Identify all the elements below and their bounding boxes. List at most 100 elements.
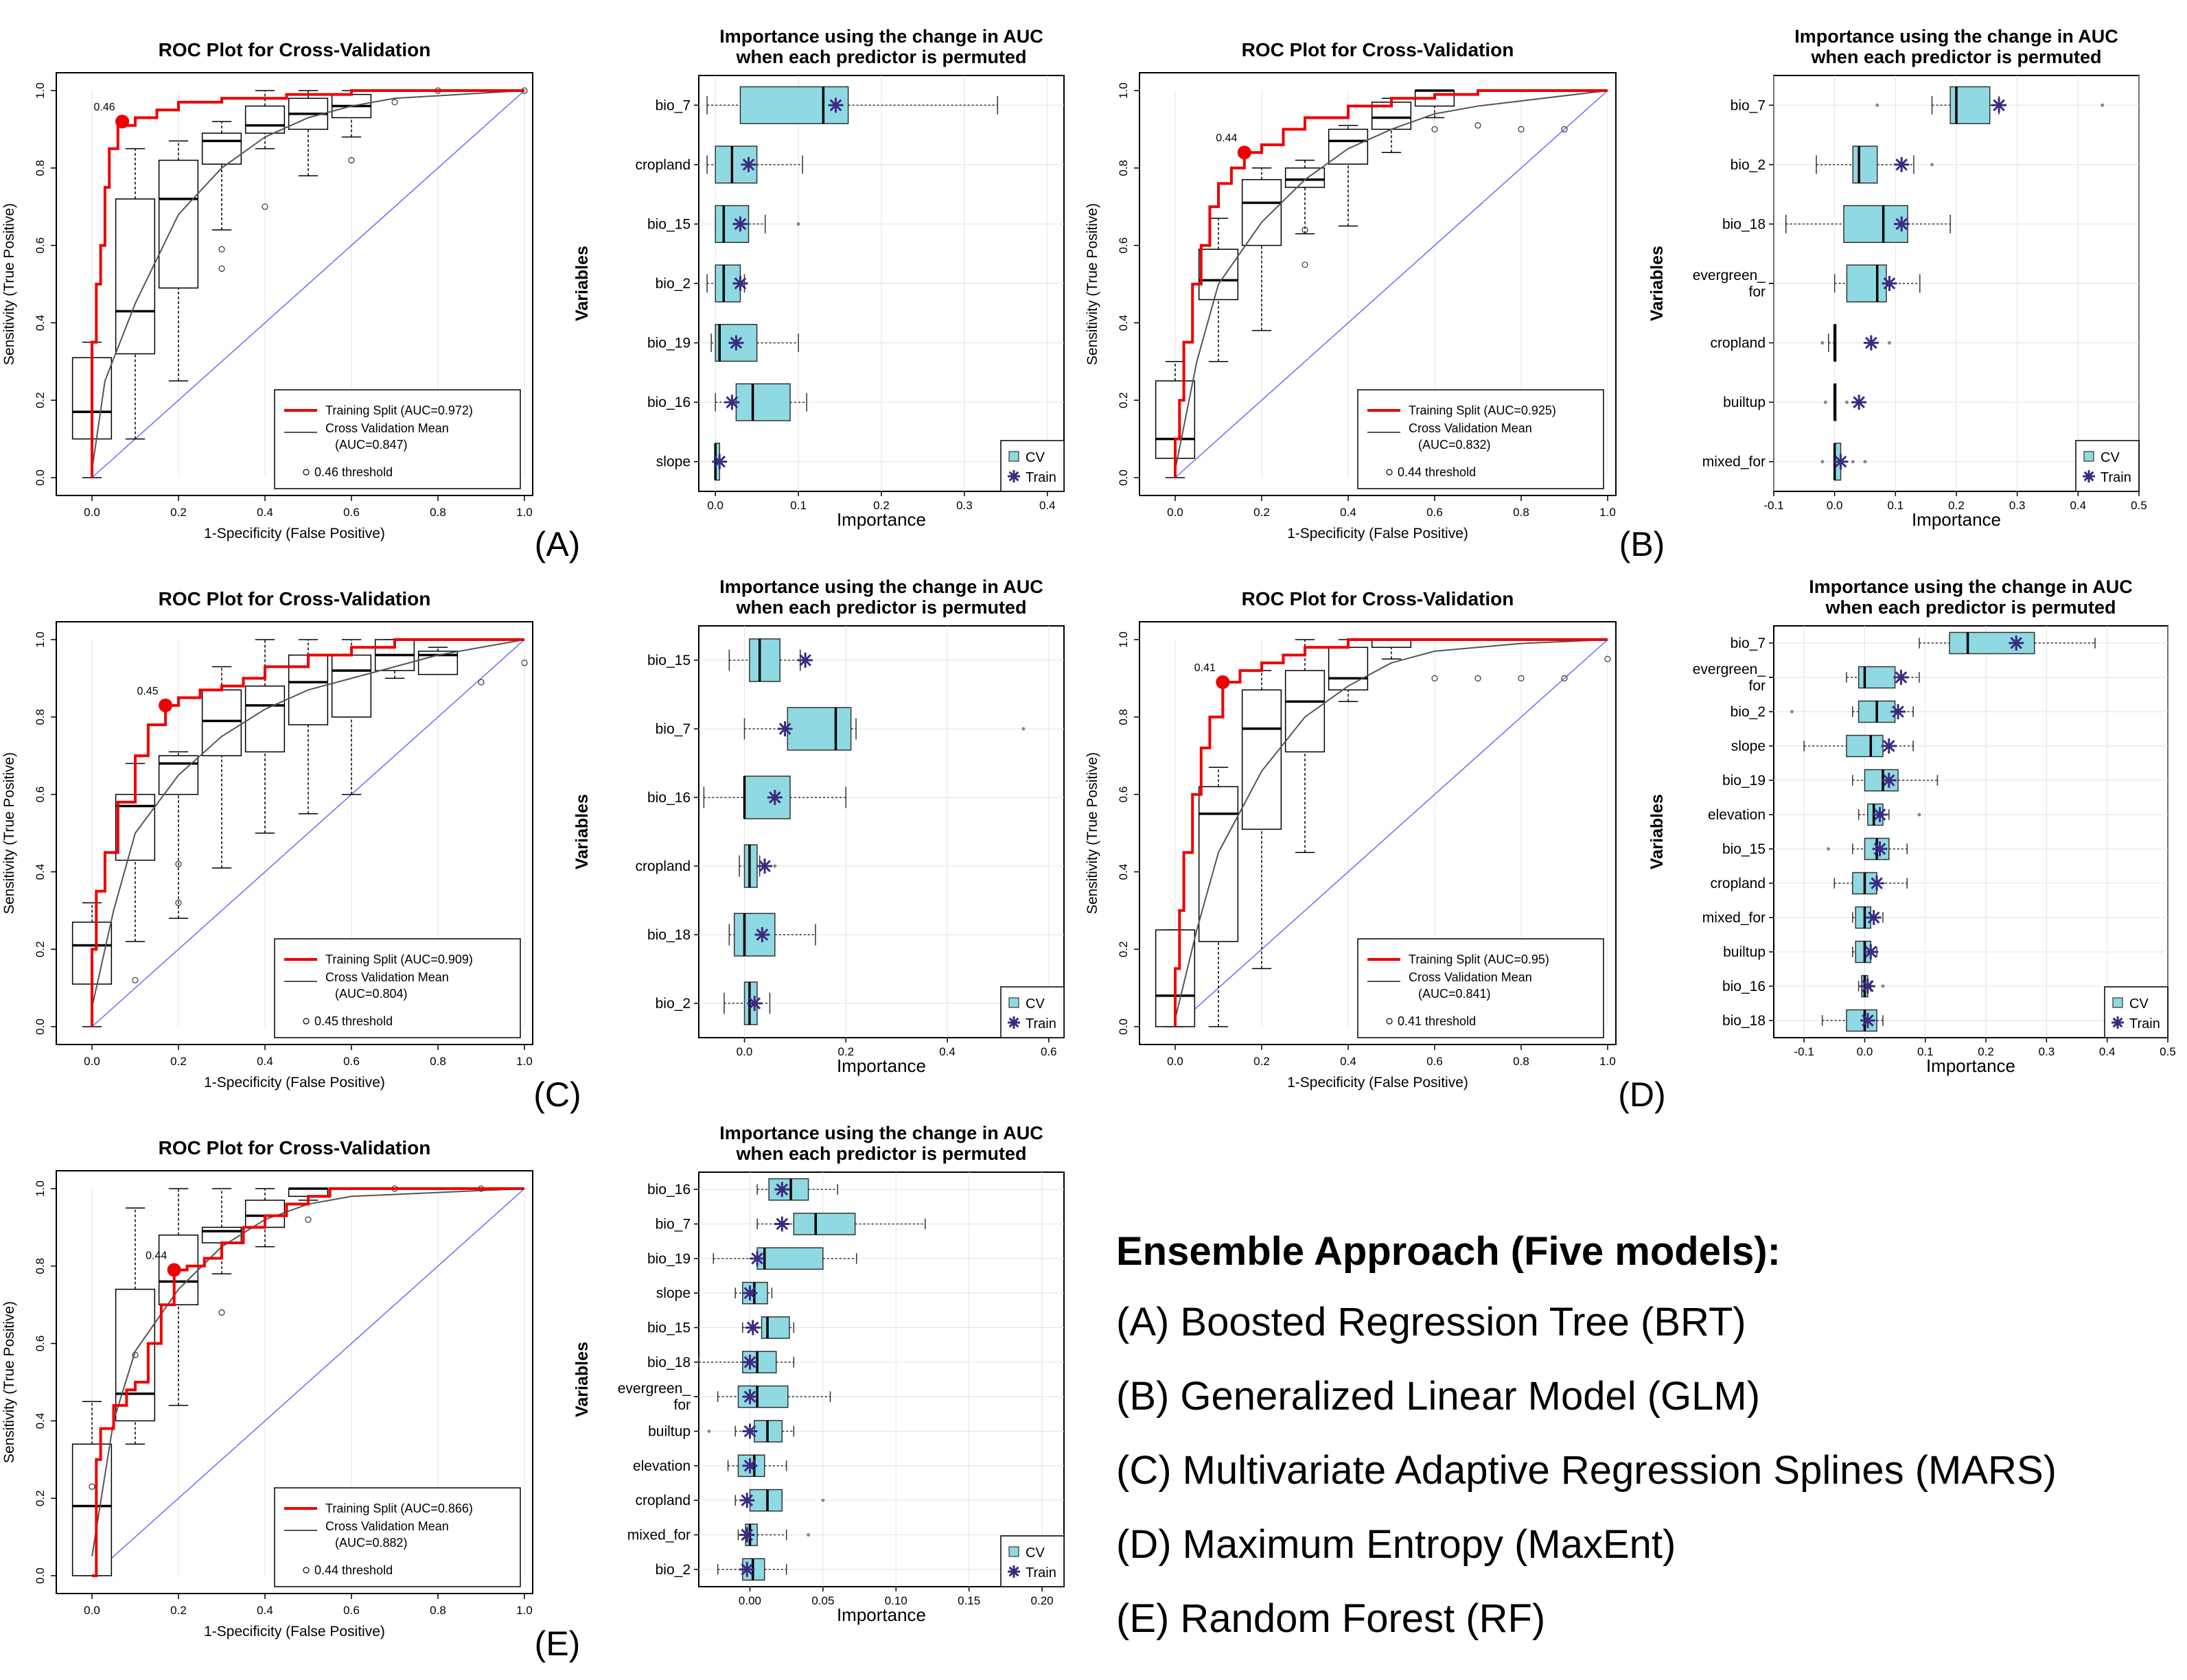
threshold-point	[1237, 145, 1251, 160]
variable-label: bio_7	[656, 721, 691, 737]
importance-xtick-label: 0.1	[1888, 499, 1904, 512]
variable-label: elevation	[1708, 807, 1766, 823]
cv-outlier	[218, 246, 225, 253]
importance-outlier	[1826, 847, 1830, 851]
importance-box	[728, 913, 816, 957]
importance-box-body	[749, 638, 780, 682]
importance-xtick-label: -0.1	[1794, 1045, 1814, 1058]
importance-xtick-label: 0.0	[1827, 499, 1843, 512]
importance-box	[706, 264, 745, 303]
cv-box	[1371, 638, 1412, 660]
cv-box	[1328, 125, 1369, 227]
train-star-stroke	[1873, 808, 1886, 821]
train-star-stroke	[1864, 946, 1877, 958]
roc-title: ROC Plot for Cross-Validation	[1242, 588, 1514, 609]
legend-cv-label: CV	[2129, 996, 2149, 1012]
legend-train-star	[1008, 470, 1020, 482]
importance-xtick-label: 0.4	[939, 1045, 956, 1058]
importance-legend-box	[1000, 1535, 1065, 1587]
roc-xtick-label: 0.8	[430, 506, 446, 519]
variable-label: bio_2	[1731, 704, 1766, 720]
variable-label: bio_7	[1731, 97, 1766, 113]
variable-label: bio_16	[647, 395, 691, 410]
cv-mean-curve	[91, 639, 525, 1008]
cv-box	[1284, 159, 1326, 235]
roc-ytick-label: 0.4	[34, 315, 47, 331]
importance-xtick-label: 0.5	[2160, 1045, 2176, 1058]
variable-label: cropland	[635, 1493, 691, 1508]
roc-ytick-label: 0.0	[34, 1018, 47, 1035]
roc-xtick-label: 0.0	[84, 1055, 100, 1068]
legend-threshold-label: 0.45 threshold	[314, 1014, 393, 1028]
cv-outlier	[89, 1483, 95, 1490]
importance-xtick-label: 0.4	[1039, 499, 1056, 512]
importance-box-body	[1846, 734, 1884, 758]
importance-plot-frame	[698, 625, 1065, 1038]
variable-label: cropland	[635, 157, 691, 173]
legend-cv-auc: (AUC=0.882)	[335, 1536, 408, 1550]
importance-box	[1931, 86, 2000, 124]
variable-label: elevation	[633, 1458, 691, 1474]
train-importance-star	[1851, 395, 1867, 410]
cv-outlier	[1301, 261, 1308, 268]
variable-label: mixed_for	[1702, 910, 1766, 926]
importance-legend: CV Train	[1000, 986, 1065, 1038]
importance-xtick-label: 0.2	[837, 1045, 854, 1058]
train-star-stroke	[768, 791, 781, 804]
importance-xtick-label: 0.4	[2070, 499, 2087, 512]
cv-outlier	[391, 99, 398, 106]
importance-title-line2: when each predictor is permuted	[735, 47, 1026, 67]
train-star-stroke	[1834, 455, 1847, 468]
train-star-stroke	[776, 1183, 789, 1196]
roc-ytick-label: 0.8	[1117, 709, 1130, 725]
legend-cv-label: CV	[2101, 450, 2120, 465]
roc-legend: Training Split (AUC=0.866) Cross Validati…	[274, 1487, 521, 1587]
training-roc-curve	[91, 638, 524, 1027]
importance-ylabel: Variables	[572, 794, 592, 870]
variable-label: bio_18	[1722, 1013, 1766, 1029]
importance-legend: CV Train	[2104, 986, 2168, 1038]
roc-ytick-label: 0.8	[34, 1258, 47, 1274]
legend-cv-label: Cross Validation Mean	[325, 421, 449, 435]
legend-cv-label: Cross Validation Mean	[325, 970, 449, 984]
variable-label: bio_2	[656, 996, 691, 1012]
threshold-point	[115, 115, 130, 129]
threshold-label: 0.44	[1216, 132, 1237, 144]
train-star-stroke	[1993, 99, 2005, 112]
legend-training-label: Training Split (AUC=0.866)	[325, 1502, 473, 1515]
legend-training-label: Training Split (AUC=0.95)	[1409, 953, 1549, 966]
cv-outlier	[1518, 675, 1525, 682]
train-star-stroke	[1008, 471, 1019, 482]
roc-ytick-label: 0.6	[34, 786, 47, 803]
roc-ytick-label: 0.8	[34, 160, 47, 176]
importance-box-body	[761, 1316, 790, 1339]
roc-xtick-label: 0.4	[257, 1604, 273, 1617]
cv-box-body	[158, 755, 199, 795]
importance-title-line1: Importance using the change in AUC	[719, 1123, 1043, 1143]
train-importance-star	[1881, 738, 1897, 754]
importance-xtick-label: 0.3	[2009, 499, 2026, 512]
importance-xtick-label: 0.0	[1857, 1045, 1873, 1058]
importance-outlier	[807, 1533, 811, 1537]
variable-label: for	[1748, 678, 1766, 694]
threshold-label: 0.46	[94, 102, 115, 113]
variable-label: builtup	[648, 1424, 691, 1440]
importance-outlier	[1930, 163, 1934, 167]
roc-title: ROC Plot for Cross-Validation	[159, 39, 431, 60]
importance-xtick-label: 0.3	[956, 499, 973, 512]
cv-box-body	[201, 132, 242, 165]
importance-outlier	[1820, 341, 1825, 345]
train-importance-star	[739, 1527, 755, 1543]
roc-diagonal	[91, 90, 525, 478]
importance-outlier	[773, 864, 777, 868]
variable-label: bio_18	[647, 1355, 691, 1370]
train-importance-star	[1991, 97, 2007, 113]
cv-box-body	[201, 1226, 242, 1244]
roc-xtick-label: 0.4	[1340, 506, 1356, 519]
importance-box-body	[756, 1247, 824, 1270]
train-star-stroke	[726, 396, 739, 408]
model-item-maxent: (D) Maximum Entropy (MaxEnt)	[1116, 1522, 1676, 1567]
cv-outlier	[1431, 675, 1438, 682]
cv-outlier	[305, 1216, 312, 1223]
importance-xtick-label: 0.0	[707, 499, 724, 512]
